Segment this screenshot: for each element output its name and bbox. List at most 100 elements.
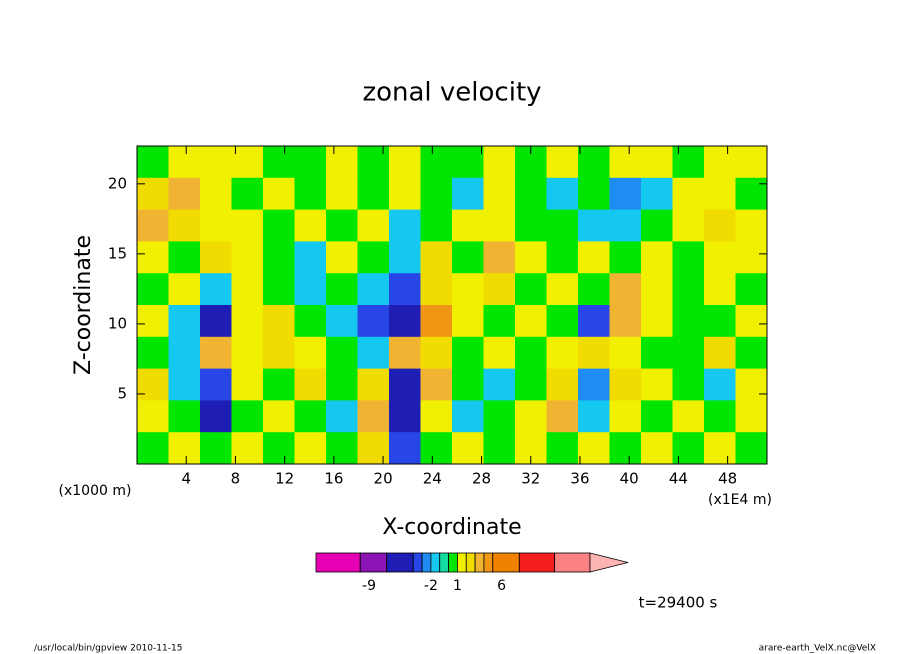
field-cell	[168, 336, 201, 370]
field-cell	[546, 432, 579, 465]
field-cell	[231, 400, 264, 433]
field-cell	[735, 146, 768, 179]
field-cell	[735, 273, 768, 306]
field-cell	[389, 336, 421, 370]
colorbar-box	[359, 552, 388, 573]
field-cell	[704, 368, 736, 401]
x-tick-label: 48	[718, 470, 737, 488]
field-cell	[672, 146, 705, 179]
field-cell	[641, 432, 673, 465]
field-cell	[578, 241, 610, 274]
field-cell	[231, 273, 264, 306]
field-cell	[420, 336, 453, 370]
field-cell	[483, 336, 516, 370]
field-cell	[735, 336, 768, 370]
field-cell	[578, 336, 610, 370]
field-cell	[609, 241, 642, 274]
field-cell	[326, 336, 358, 370]
field-cell	[641, 273, 673, 306]
y-tick-label: 5	[117, 384, 127, 402]
field-cell	[704, 177, 736, 211]
field-cell	[672, 305, 705, 338]
field-cell	[735, 177, 768, 211]
field-cell	[263, 432, 295, 465]
field-cell	[231, 209, 264, 242]
field-cell	[200, 336, 232, 370]
field-cell	[389, 146, 421, 179]
field-cell	[200, 241, 232, 274]
field-cell	[294, 305, 327, 338]
field-cell	[326, 241, 358, 274]
field-cell	[294, 368, 327, 401]
field-cell	[609, 273, 642, 306]
annotation: t=29400 s	[639, 594, 718, 612]
field-cell	[326, 368, 358, 401]
field-cell	[641, 146, 673, 179]
field-cell	[704, 273, 736, 306]
field-cell	[704, 336, 736, 370]
field-cell	[326, 273, 358, 306]
field-cell	[294, 146, 327, 179]
field-cell	[389, 400, 421, 433]
colorbar-box	[554, 552, 591, 573]
field-cell	[515, 177, 547, 211]
field-cell	[168, 209, 201, 242]
colorbar-box	[430, 552, 441, 573]
field-cell	[357, 177, 390, 211]
field-cell	[704, 400, 736, 433]
field-cell	[420, 432, 453, 465]
field-cell	[200, 209, 232, 242]
field-cell	[231, 305, 264, 338]
colorbar-over	[589, 552, 629, 573]
field-cell	[483, 305, 516, 338]
field-cell	[137, 273, 169, 306]
colorbar-tick-label: -2	[424, 578, 438, 594]
x-unit: (x1E4 m)	[708, 492, 772, 508]
colorbar-box	[421, 552, 432, 573]
field-cell	[420, 241, 453, 274]
field-cell	[546, 336, 579, 370]
field-cell	[735, 209, 768, 242]
field-cell	[641, 305, 673, 338]
field-cell	[137, 305, 169, 338]
x-tick-label: 20	[374, 470, 393, 488]
field-cell	[420, 400, 453, 433]
y-tick-label: 20	[108, 174, 127, 192]
field-cell	[483, 209, 516, 242]
field-cell	[641, 336, 673, 370]
x-tick-label: 28	[472, 470, 491, 488]
x-tick-label: 32	[521, 470, 540, 488]
field-cell	[578, 432, 610, 465]
field-cell	[168, 432, 201, 465]
field-cell	[294, 336, 327, 370]
field-cell	[200, 273, 232, 306]
y-unit: (x1000 m)	[59, 483, 132, 499]
field-cell	[357, 146, 390, 179]
field-cell	[389, 368, 421, 401]
field-cell	[452, 400, 484, 433]
field-cell	[452, 368, 484, 401]
field-cell	[168, 177, 201, 211]
y-tick-label: 15	[108, 244, 127, 262]
field-cell	[200, 368, 232, 401]
field-cell	[483, 368, 516, 401]
footer-left: /usr/local/bin/gpview 2010-11-15	[34, 644, 182, 654]
colorbar-box	[412, 552, 423, 573]
field-cell	[672, 400, 705, 433]
field-cell	[641, 209, 673, 242]
field-cell	[483, 146, 516, 179]
x-tick-label: 4	[181, 470, 191, 488]
field-cell	[168, 146, 201, 179]
field-cell	[515, 273, 547, 306]
field-cell	[578, 177, 610, 211]
field-cell	[137, 368, 169, 401]
field-cell	[389, 273, 421, 306]
field-cell	[137, 400, 169, 433]
field-cell	[231, 146, 264, 179]
field-cell	[704, 241, 736, 274]
field-cell	[546, 146, 579, 179]
x-tick-label: 16	[324, 470, 343, 488]
colorbar-box	[465, 552, 476, 573]
field-cell	[326, 177, 358, 211]
field-cell	[452, 432, 484, 465]
